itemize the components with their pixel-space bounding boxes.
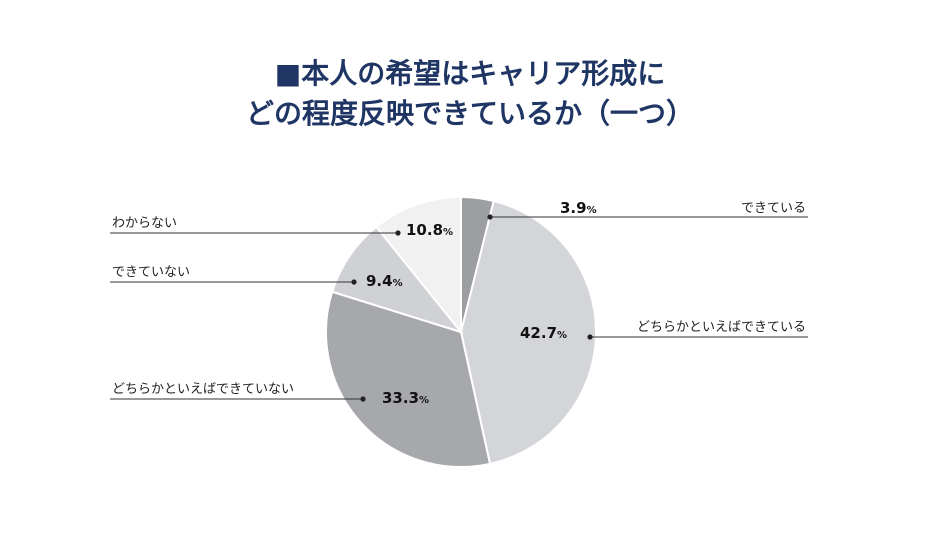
value-label-3: 33.3%: [382, 389, 429, 407]
chart-title-line-2: どの程度反映できているか（一つ）: [245, 97, 694, 130]
callout-dot-5: [395, 230, 401, 236]
category-label-4: できていない: [112, 265, 190, 280]
category-label-5: わからない: [112, 216, 177, 231]
pie-slice-3: [325, 290, 492, 469]
value-label-1: 3.9%: [560, 199, 597, 217]
callout-dot-1: [487, 214, 493, 220]
callout-dot-2: [587, 334, 593, 340]
category-label-3: どちらかといえばできていない: [112, 382, 294, 397]
callout-dot-4: [351, 279, 357, 285]
pie-slice-2: [459, 199, 598, 466]
chart-title-line-1: ■本人の希望はキャリア形成に: [274, 57, 666, 90]
pie-slice-4: [330, 225, 464, 334]
callout-dot-3: [360, 396, 366, 402]
value-label-5: 10.8%: [406, 221, 453, 239]
callouts: できている 3.9% どちらかといえばできている 42.7% どちらかといえばできていな…: [110, 199, 808, 407]
category-label-2: どちらかといえばできている: [637, 320, 806, 335]
category-label-1: できている: [741, 201, 806, 216]
pie-slices: [325, 195, 598, 469]
value-label-4: 9.4%: [366, 272, 403, 290]
value-label-2: 42.7%: [520, 324, 567, 342]
chart-title: ■本人の希望はキャリア形成に どの程度反映できているか（一つ）: [0, 54, 940, 134]
